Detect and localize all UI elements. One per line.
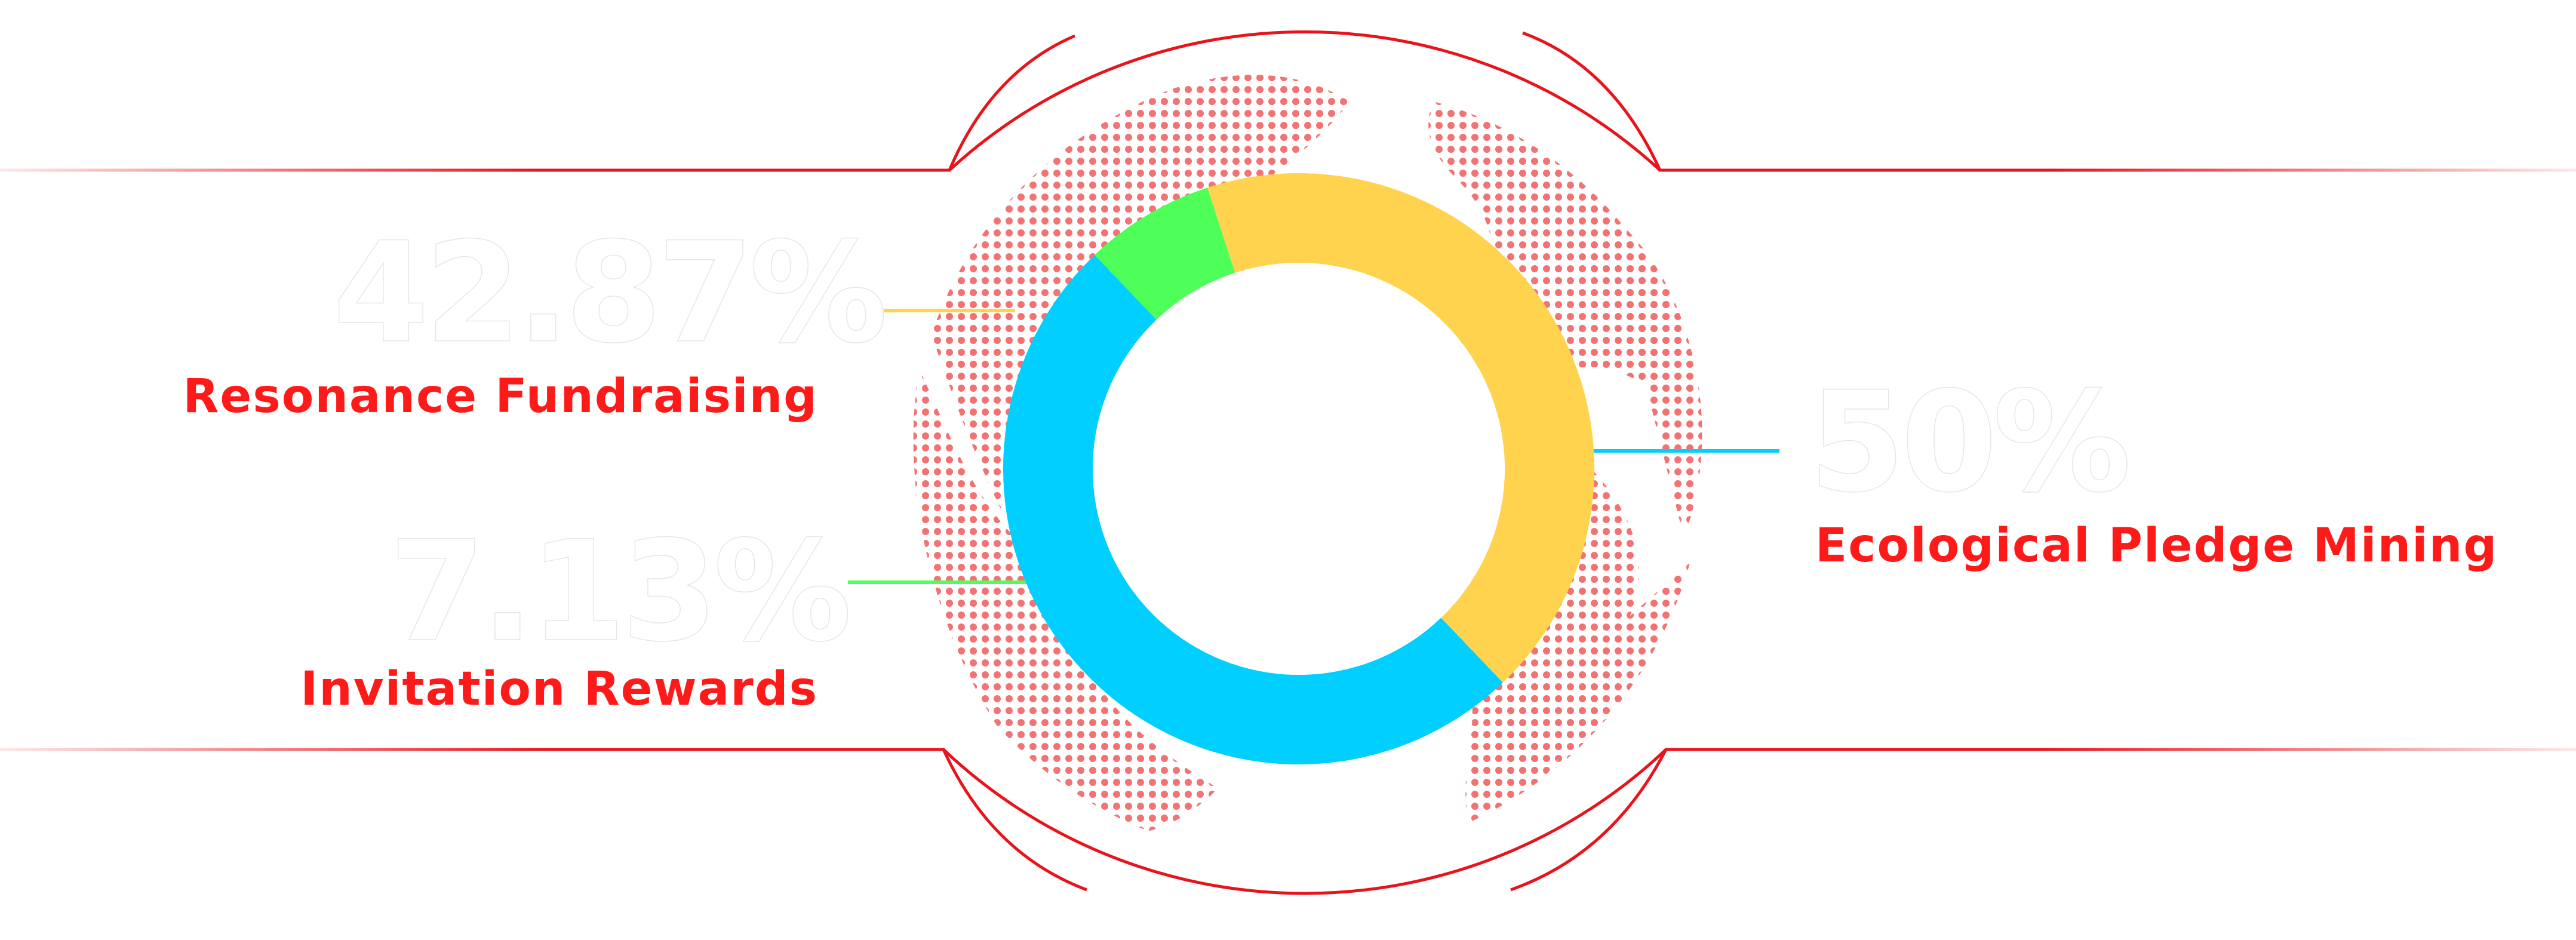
frame-top-right-line (1522, 31, 2576, 172)
label-resonance: Resonance Fundraising (183, 370, 818, 423)
donut-slice-resonance-fundraising (1207, 173, 1594, 683)
frame-lines (0, 30, 2576, 895)
label-ecological: Ecological Pledge Mining (1815, 519, 2498, 573)
frame-arc-top (948, 30, 1661, 171)
value-ecological: 50% (1809, 363, 2128, 523)
donut-slice-invitation-rewards (1095, 188, 1235, 320)
donut-chart (1003, 173, 1594, 764)
frame-bottom-left-line (0, 748, 1087, 892)
donut-hole (1093, 263, 1505, 675)
value-resonance: 42.87% (333, 214, 884, 373)
donut-slice-ecological-pledge-mining (1003, 254, 1503, 764)
connector-lines (848, 309, 1779, 584)
frame-bottom-right-line (1510, 748, 2576, 892)
label-invitation: Invitation Rewards (300, 662, 818, 716)
frame-top-left-line (0, 34, 1075, 172)
frame-arc-bottom (942, 748, 1667, 895)
value-invitation: 7.13% (389, 512, 848, 672)
